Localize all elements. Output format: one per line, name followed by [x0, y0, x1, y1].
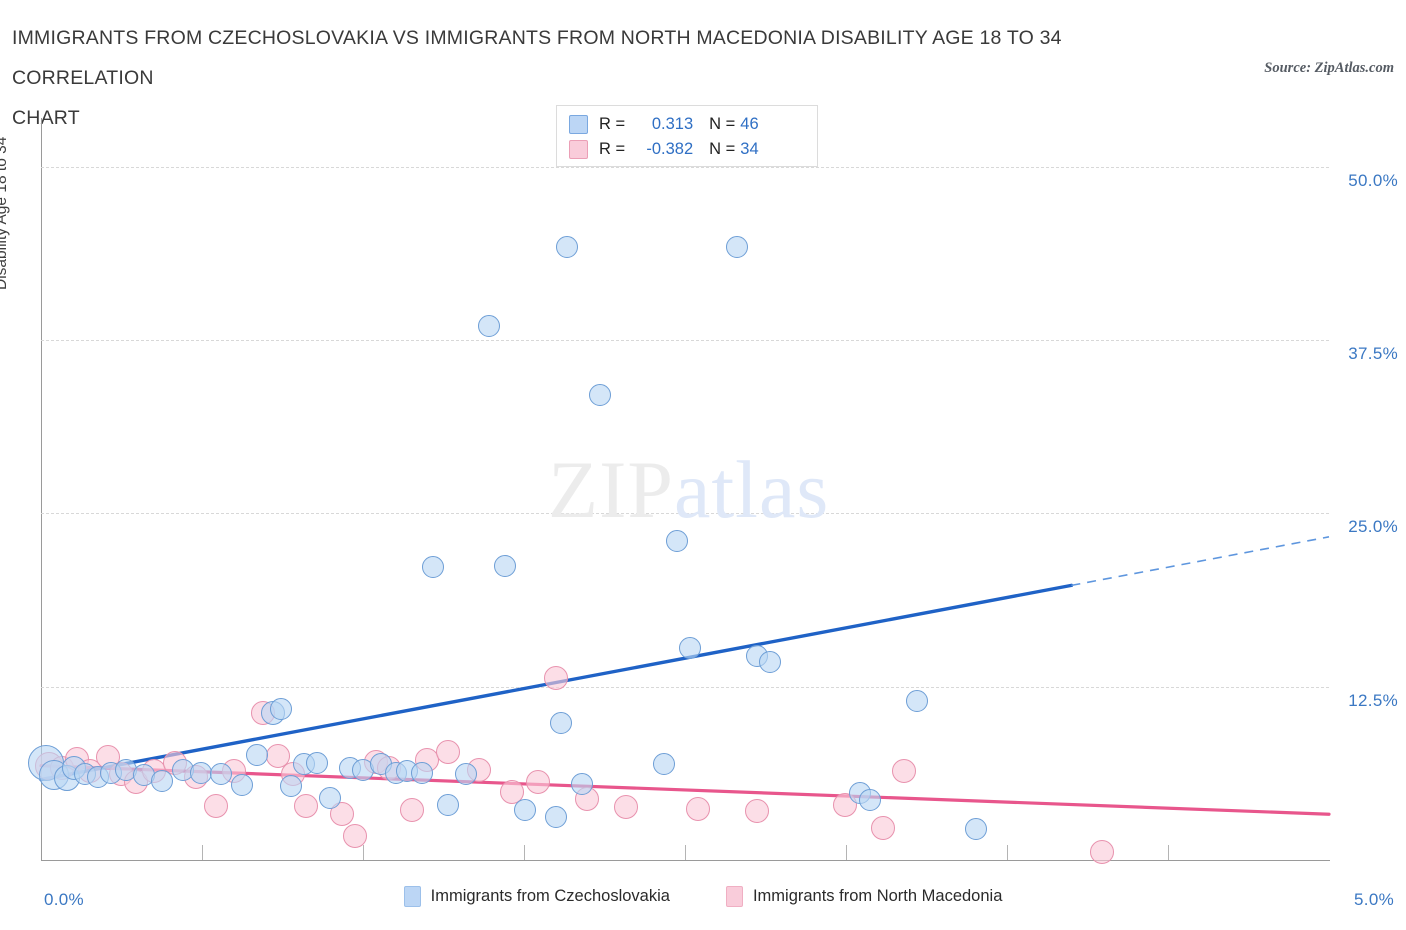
x-tick-mark	[363, 845, 364, 860]
y-axis-line	[41, 118, 42, 860]
legend-pink-swatch-icon	[725, 886, 743, 907]
pink-trendline	[39, 764, 1331, 816]
gridline	[41, 166, 1329, 168]
scatter-point[interactable]	[653, 753, 676, 776]
scatter-point[interactable]	[965, 818, 988, 841]
x-tick-mark	[846, 845, 847, 860]
x-tick-mark	[685, 845, 686, 860]
scatter-point[interactable]	[544, 666, 569, 691]
blue-r-value: 0.313	[651, 115, 694, 133]
scatter-point[interactable]	[555, 235, 578, 258]
scatter-point[interactable]	[189, 761, 212, 784]
blue-r-label: R =	[599, 115, 626, 133]
x-tick-mark	[1007, 845, 1008, 860]
blue-trendline-extrapolated	[1071, 536, 1330, 587]
y-tick-label: 12.5%	[1348, 690, 1398, 710]
scatter-point[interactable]	[570, 772, 593, 795]
legend-item-north-macedonia[interactable]: Immigrants from North Macedonia	[725, 886, 1003, 907]
scatter-point[interactable]	[411, 761, 434, 784]
scatter-point[interactable]	[210, 763, 233, 785]
scatter-point[interactable]	[514, 799, 537, 822]
correlation-row-pink: R = -0.382 N = 34	[569, 137, 807, 162]
correlation-legend-box: R = 0.313 N = 46 R = -0.382 N = 34	[556, 105, 818, 167]
scatter-point[interactable]	[399, 798, 424, 823]
legend-item-czechoslovakia[interactable]: Immigrants from Czechoslovakia	[403, 886, 670, 907]
scatter-point[interactable]	[230, 774, 253, 797]
title-line-1: IMMIGRANTS FROM CZECHOSLOVAKIA VS IMMIGR…	[12, 27, 1062, 89]
scatter-point[interactable]	[550, 711, 573, 734]
scatter-point[interactable]	[545, 806, 568, 828]
series-legend: Immigrants from Czechoslovakia Immigrant…	[0, 886, 1406, 907]
x-max-label: 5.0%	[1354, 890, 1394, 909]
legend-blue-swatch-icon	[403, 886, 421, 907]
scatter-point[interactable]	[859, 789, 882, 812]
scatter-point[interactable]	[891, 759, 916, 784]
scatter-point[interactable]	[871, 816, 896, 841]
pink-n-label: N =	[709, 140, 736, 158]
gridline	[41, 513, 1329, 515]
blue-n-value: 46	[740, 115, 759, 133]
scatter-point[interactable]	[478, 315, 501, 338]
x-tick-mark	[202, 845, 203, 860]
trendlines	[39, 536, 1331, 816]
y-tick-label: 25.0%	[1348, 517, 1398, 537]
scatter-point[interactable]	[759, 650, 781, 673]
correlation-row-blue: R = 0.313 N = 46	[569, 112, 807, 137]
scatter-point[interactable]	[318, 786, 341, 809]
scatter-point[interactable]	[588, 384, 611, 407]
scatter-point[interactable]	[305, 751, 328, 774]
scatter-point[interactable]	[455, 763, 478, 785]
y-tick-label: 50.0%	[1348, 170, 1398, 190]
gridline	[41, 339, 1329, 341]
pink-r-label: R =	[599, 140, 626, 158]
scatter-point[interactable]	[436, 739, 460, 764]
page-title: IMMIGRANTS FROM CZECHOSLOVAKIA VS IMMIGR…	[12, 18, 1192, 138]
scatter-point[interactable]	[1090, 839, 1115, 864]
blue-n-label: N =	[709, 115, 736, 133]
scatter-point[interactable]	[666, 530, 689, 552]
legend-pink-label: Immigrants from North Macedonia	[752, 887, 1003, 905]
legend-blue-label: Immigrants from Czechoslovakia	[430, 887, 670, 905]
pink-r-value: -0.382	[646, 140, 694, 158]
scatter-point[interactable]	[204, 793, 229, 818]
source-attribution: Source: ZipAtlas.com	[1264, 60, 1394, 76]
scatter-point[interactable]	[745, 799, 770, 824]
scatter-point[interactable]	[151, 769, 174, 792]
scatter-point[interactable]	[725, 235, 748, 258]
scatter-point[interactable]	[679, 636, 702, 659]
plot-area: ZIPatlas	[28, 118, 1331, 864]
scatter-point[interactable]	[279, 775, 302, 798]
title-line-2: CHART	[12, 107, 80, 129]
scatter-point[interactable]	[269, 697, 292, 720]
scatter-point[interactable]	[613, 795, 638, 820]
scatter-point[interactable]	[246, 743, 269, 766]
scatter-point[interactable]	[905, 689, 928, 712]
scatter-point[interactable]	[526, 770, 551, 795]
pink-n-value: 34	[740, 140, 759, 158]
gridline	[41, 686, 1329, 688]
y-tick-label: 37.5%	[1348, 343, 1398, 363]
x-min-label: 0.0%	[44, 890, 84, 909]
scatter-point[interactable]	[685, 796, 710, 821]
scatter-point[interactable]	[294, 793, 319, 818]
x-tick-mark	[1168, 845, 1169, 860]
pink-swatch-icon	[569, 140, 588, 159]
scatter-point[interactable]	[421, 556, 444, 579]
scatter-point[interactable]	[343, 824, 368, 849]
x-axis-line	[41, 860, 1330, 861]
y-axis-title: Disability Age 18 to 34	[0, 136, 10, 290]
x-tick-mark	[524, 845, 525, 860]
blue-swatch-icon	[569, 115, 588, 134]
scatter-point[interactable]	[493, 554, 516, 577]
scatter-point[interactable]	[437, 793, 459, 816]
